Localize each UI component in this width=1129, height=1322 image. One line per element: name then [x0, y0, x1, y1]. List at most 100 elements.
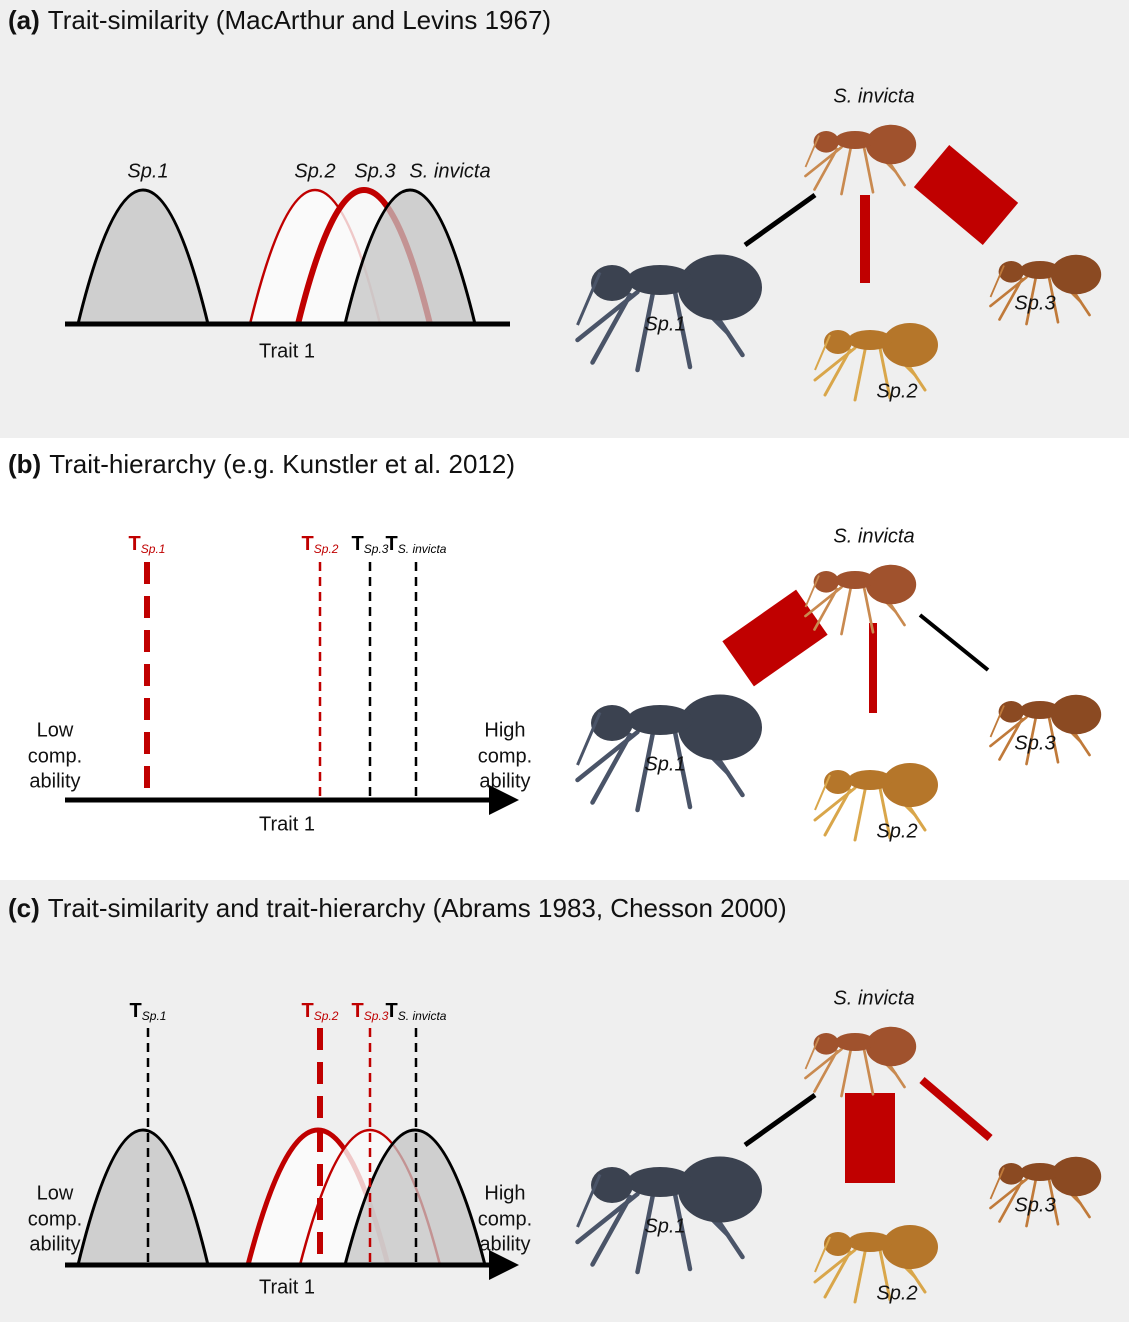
species-label: Sp.1 — [644, 753, 685, 775]
panel-label: (b) — [8, 449, 41, 479]
low-ability-label: ability — [29, 770, 80, 792]
ant-gaster — [678, 255, 762, 321]
panel-title-text: Trait-similarity and trait-hierarchy (Ab… — [48, 893, 787, 923]
trait-symbol: T — [130, 1000, 142, 1022]
axis-label: Trait 1 — [259, 340, 315, 362]
ant-gaster — [866, 125, 916, 165]
trait-symbol: T — [129, 533, 141, 555]
ant-antenna — [991, 706, 1005, 738]
ant-gaster — [882, 763, 938, 807]
high-ability-label: comp. — [478, 745, 532, 767]
low-ability-label: Low — [37, 719, 74, 741]
low-ability-label: ability — [29, 1233, 80, 1255]
ant-image — [806, 565, 917, 634]
ant-head — [591, 265, 633, 301]
axis-label: Trait 1 — [259, 1276, 315, 1298]
species-label: Sp.1 — [644, 313, 685, 335]
high-ability-label: ability — [479, 770, 530, 792]
species-label: S. invicta — [833, 525, 914, 547]
ant-thorax — [835, 1033, 875, 1051]
ant-head — [814, 1033, 839, 1055]
high-ability-label: High — [484, 1182, 525, 1204]
low-ability-label: comp. — [28, 1208, 82, 1230]
trait-symbol: T — [302, 1000, 314, 1022]
ant-leg — [855, 790, 865, 840]
high-ability-label: High — [484, 719, 525, 741]
trait-value-label: TS. invicta — [386, 533, 447, 556]
species-label: S. invicta — [833, 987, 914, 1009]
figure: (a) Trait-similarity (MacArthur and Levin… — [0, 0, 1129, 1322]
high-ability-label: comp. — [478, 1208, 532, 1230]
ant-head — [814, 131, 839, 153]
ant-head — [999, 261, 1024, 283]
curve-label: Sp.1 — [127, 160, 168, 182]
trait-subscript: Sp.2 — [314, 542, 339, 556]
panel-label: (c) — [8, 893, 40, 923]
ant-head — [591, 705, 633, 741]
interaction-link — [869, 623, 877, 713]
axis-label: Trait 1 — [259, 813, 315, 835]
species-label: Sp.3 — [1014, 292, 1055, 314]
ant-gaster — [678, 1157, 762, 1223]
ant-head — [999, 701, 1024, 723]
ant-gaster — [882, 323, 938, 367]
trait-subscript: Sp.1 — [141, 542, 166, 556]
trait-value-label: TSp.1 — [129, 533, 166, 556]
species-label: Sp.2 — [876, 1282, 917, 1304]
species-label: Sp.3 — [1014, 1194, 1055, 1216]
curve-label: Sp.2 — [294, 160, 335, 182]
panel-title: (a) Trait-similarity (MacArthur and Levin… — [8, 5, 551, 35]
species-label: Sp.3 — [1014, 732, 1055, 754]
trait-subscript: S. invicta — [398, 1009, 447, 1023]
ant-antenna — [815, 775, 830, 810]
ant-thorax — [1020, 701, 1060, 719]
ant-thorax — [835, 131, 875, 149]
ant-leg — [842, 589, 851, 634]
panel-title-text: Trait-similarity (MacArthur and Levins 1… — [48, 5, 551, 35]
ant-thorax — [848, 770, 892, 790]
interaction-link — [860, 195, 870, 283]
interaction-link — [845, 1093, 895, 1183]
ant-head — [824, 1232, 852, 1256]
ant-gaster — [882, 1225, 938, 1269]
low-ability-label: comp. — [28, 745, 82, 767]
trait-subscript: Sp.2 — [314, 1009, 339, 1023]
ant-head — [824, 330, 852, 354]
trait-subscript: Sp.1 — [142, 1009, 167, 1023]
ant-thorax — [848, 1232, 892, 1252]
panel-title: (c) Trait-similarity and trait-hierarchy … — [8, 893, 787, 923]
ant-thorax — [1020, 1163, 1060, 1181]
low-ability-label: Low — [37, 1182, 74, 1204]
trait-symbol: T — [302, 533, 314, 555]
ant-gaster — [1051, 695, 1101, 735]
trait-symbol: T — [386, 1000, 398, 1022]
ant-gaster — [1051, 1157, 1101, 1197]
ant-thorax — [848, 330, 892, 350]
ant-head — [999, 1163, 1024, 1185]
ant-gaster — [1051, 255, 1101, 295]
species-label: S. invicta — [833, 85, 914, 107]
panel-label: (a) — [8, 5, 40, 35]
trait-symbol: T — [386, 533, 398, 555]
panel-title-text: Trait-hierarchy (e.g. Kunstler et al. 20… — [49, 449, 515, 479]
high-ability-label: ability — [479, 1233, 530, 1255]
curve-label: S. invicta — [409, 160, 490, 182]
species-label: Sp.1 — [644, 1215, 685, 1237]
curve-label: Sp.3 — [354, 160, 395, 182]
trait-value-label: TSp.2 — [302, 533, 339, 556]
trait-subscript: S. invicta — [398, 542, 447, 556]
ant-head — [824, 770, 852, 794]
trait-symbol: T — [352, 533, 364, 555]
ant-gaster — [866, 565, 916, 605]
ant-gaster — [866, 1027, 916, 1067]
species-label: Sp.2 — [876, 380, 917, 402]
ant-gaster — [678, 695, 762, 761]
ant-head — [814, 571, 839, 593]
panel-title: (b) Trait-hierarchy (e.g. Kunstler et al.… — [8, 449, 515, 479]
trait-symbol: T — [352, 1000, 364, 1022]
trait-value-label: TSp.3 — [352, 533, 389, 556]
interaction-link — [920, 615, 988, 670]
ant-antenna — [578, 713, 601, 766]
ant-image — [578, 695, 763, 811]
ant-thorax — [1020, 261, 1060, 279]
